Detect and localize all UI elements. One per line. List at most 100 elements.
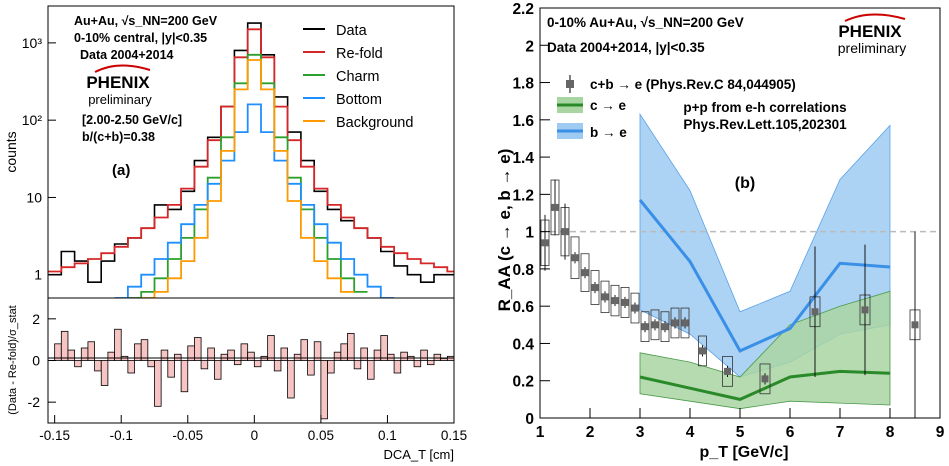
pull-bar xyxy=(160,349,169,361)
panel-a-lower-ylabel: (Data - Re-fold)/σ_stat xyxy=(7,305,19,415)
pull-bar xyxy=(74,360,82,368)
legend-label-c: c → e xyxy=(590,98,627,113)
legend-label-background: Background xyxy=(336,115,413,131)
panel-a-info: Au+Au, √s_NN=200 GeV 0-10% central, |y|<… xyxy=(74,14,218,179)
pull-bar xyxy=(273,360,282,372)
cb-data-point xyxy=(621,298,629,306)
legend-label-charm: Charm xyxy=(336,69,380,85)
cb-data-point xyxy=(651,321,659,329)
pull-bar xyxy=(333,351,342,361)
panel-a-xtick-label: 0 xyxy=(251,428,259,443)
panel-a-ytick-label: 10² xyxy=(22,112,43,128)
cb-sys-box xyxy=(610,284,620,317)
panel-b-label: (b) xyxy=(735,175,755,192)
series-data-line xyxy=(48,22,454,283)
c-to-e-line xyxy=(639,369,891,401)
panel-b-ytick-label: 0 xyxy=(525,411,534,428)
pull-bar xyxy=(433,353,442,361)
cb-sys-box xyxy=(570,236,580,279)
pull-bar xyxy=(247,351,255,361)
panel-b-info-1: 0-10% Au+Au, √s_NN=200 GeV xyxy=(547,15,744,30)
panel-b-ylabel: R_AA (c → e, b → e) xyxy=(495,149,514,312)
pull-bar xyxy=(367,360,375,380)
pull-bar xyxy=(293,353,302,361)
panel-b-logo-swoosh xyxy=(844,13,906,22)
pull-bar xyxy=(60,330,69,361)
panel-b-logo-sub: preliminary xyxy=(838,40,906,56)
panel-b-ytick-label: 0.2 xyxy=(512,374,534,391)
cb-sys-box xyxy=(722,356,733,387)
b-to-e-line xyxy=(638,199,891,353)
cb-data-point xyxy=(561,228,569,236)
panel-a-xtick-label: -0.05 xyxy=(172,428,203,443)
cb-sys-box xyxy=(620,287,630,318)
panel-b-xtick-label: 4 xyxy=(686,424,695,441)
pull-bar xyxy=(280,347,289,361)
cb-data-point xyxy=(571,254,579,262)
panel-b-annotation-2: Phys.Rev.Lett.105,202301 xyxy=(683,117,847,132)
pull-bar xyxy=(320,360,328,420)
panel-a-label: (a) xyxy=(112,162,130,179)
pull-bar xyxy=(94,360,102,372)
panel-b-ytick-label: 0.4 xyxy=(512,336,534,353)
cb-sys-box xyxy=(590,270,600,305)
panel-b-xtick-label: 9 xyxy=(936,424,945,441)
cb-data-point xyxy=(551,203,559,211)
pull-bar xyxy=(127,360,135,374)
cb-sys-box xyxy=(580,253,590,292)
pull-bar xyxy=(373,349,382,361)
cb-data-point xyxy=(591,284,599,292)
pull-bar xyxy=(167,360,175,378)
legend-label-refold: Re-fold xyxy=(336,46,383,62)
pull-bar xyxy=(360,347,368,361)
cb-data-point xyxy=(699,347,706,355)
panel-a-info-5: b/(c+b)=0.38 xyxy=(82,130,155,144)
legend-swatch-cb-marker xyxy=(566,80,574,88)
panel-b-xtick-label: 6 xyxy=(786,424,795,441)
pull-bar xyxy=(100,360,109,386)
cb-data-point xyxy=(811,308,819,316)
panel-a-xtick-label: -0.15 xyxy=(39,428,70,443)
panel-b-ytick-label: 1.4 xyxy=(512,150,534,167)
pull-bar xyxy=(220,353,229,361)
pull-bar xyxy=(147,360,155,368)
pull-bar xyxy=(307,360,315,376)
pull-bar xyxy=(313,341,322,361)
panel-b-xtick-label: 7 xyxy=(836,424,845,441)
cb-sys-box xyxy=(680,307,690,339)
pull-bar xyxy=(426,360,435,366)
panel-b: 0 0.2 0.4 0.6 0.8 1 1.2 1.4 1.6 1.8 2 2.2 1 2 3 4 5 6 7 8 9… xyxy=(495,1,945,461)
panel-a-info-2: 0-10% central, |y|<0.35 xyxy=(74,31,207,45)
pull-bar xyxy=(413,360,422,368)
panel-a-xlabel: DCA_T [cm] xyxy=(383,447,454,462)
pull-bar xyxy=(154,360,162,407)
pull-bar xyxy=(380,335,388,361)
panel-b-ytick-label: 0.6 xyxy=(512,299,534,316)
panel-b-legend: c+b → e (Phys.Rev.C 84,044905) c → e b →… xyxy=(557,75,796,140)
cb-sys-box xyxy=(640,311,650,342)
cb-sys-box xyxy=(650,309,660,341)
panel-a-ytick-label: 1 xyxy=(34,267,42,283)
pull-bar xyxy=(67,349,76,361)
panel-b-ytick-label: 1.2 xyxy=(512,187,534,204)
panel-a-xtick-label: 0.1 xyxy=(378,428,397,443)
series-re-fold-line xyxy=(48,28,454,273)
pull-bar xyxy=(107,351,115,361)
pull-bar xyxy=(400,351,408,361)
panel-b-logo-text: PHENIX xyxy=(838,22,902,41)
panel-b-annotation-1: p+p from e-h correlations xyxy=(683,100,846,115)
pull-bar xyxy=(207,347,215,361)
panel-b-ytick-label: 1.8 xyxy=(512,76,534,93)
pull-bar xyxy=(180,360,189,393)
pull-bar xyxy=(114,328,122,361)
series-background-line xyxy=(141,59,355,298)
legend-label-cb: c+b → e (Phys.Rev.C 84,044905) xyxy=(590,77,796,92)
panel-b-xtick-label: 2 xyxy=(586,424,595,441)
pull-bar xyxy=(300,339,308,361)
panel-a-logo-text: PHENIX xyxy=(86,73,150,92)
cb-data-point xyxy=(911,321,919,329)
panel-b-xtick-label: 1 xyxy=(536,424,545,441)
panel-a-lower: 2 0 -2 -0.15 -0.1 -0.05 0 0.05 0.1 0.15 (Data - … xyxy=(7,297,467,462)
legend-label-bottom: Bottom xyxy=(336,92,382,108)
